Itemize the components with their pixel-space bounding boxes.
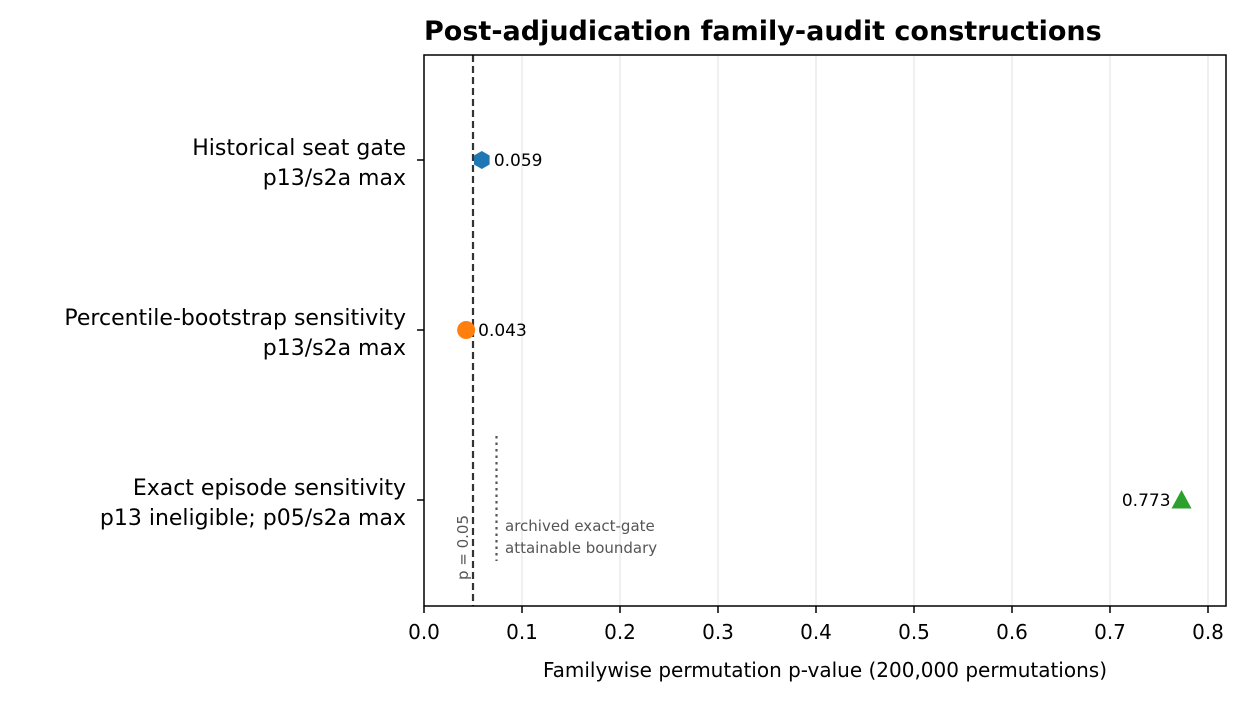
data-point-percentile-bootstrap: [457, 321, 476, 339]
y-category-label-line2: p13 ineligible; p05/s2a max: [100, 506, 406, 531]
x-tick-label: 0.6: [996, 620, 1028, 644]
y-category-label-line1: Historical seat gate: [192, 136, 406, 161]
data-point-exact-episode: [1171, 490, 1192, 509]
data-point-historical-seat-gate: [474, 151, 490, 169]
y-category-label-line1: Exact episode sensitivity: [133, 476, 406, 501]
x-axis-label: Familywise permutation p-value (200,000 …: [543, 658, 1107, 682]
reference-lines: p = 0.05 archived exact-gate attainable bo…: [454, 55, 657, 606]
y-category-label-line2: p13/s2a max: [263, 166, 406, 191]
data-value-label: 0.059: [494, 151, 543, 171]
data-points: 0.059 0.043 0.773: [457, 151, 1192, 511]
x-tick-label: 0.4: [800, 620, 832, 644]
x-tick-label: 0.8: [1192, 620, 1224, 644]
y-category-label-line2: p13/s2a max: [263, 336, 406, 361]
chart-title: Post-adjudication family-audit construct…: [424, 16, 1102, 47]
x-tick-label: 0.7: [1094, 620, 1126, 644]
exact-gate-boundary-label-2: attainable boundary: [505, 539, 657, 557]
x-tick-label: 0.1: [506, 620, 538, 644]
p-threshold-label: p = 0.05: [454, 515, 472, 580]
gridlines: [423, 55, 1209, 606]
x-tick-label: 0.0: [408, 620, 440, 644]
y-axis-categories: Historical seat gate p13/s2a max Percentil…: [64, 136, 424, 531]
x-tick-label: 0.3: [702, 620, 734, 644]
y-category-label-line1: Percentile-bootstrap sensitivity: [64, 306, 406, 331]
x-tick-label: 0.2: [604, 620, 636, 644]
exact-gate-boundary-label-1: archived exact-gate: [505, 517, 655, 535]
data-value-label: 0.043: [478, 321, 527, 341]
x-tick-label: 0.5: [898, 620, 930, 644]
x-axis-ticks: 0.0 0.1 0.2 0.3 0.4 0.5 0.6 0.7 0.8: [408, 606, 1224, 644]
data-value-label: 0.773: [1122, 491, 1171, 511]
